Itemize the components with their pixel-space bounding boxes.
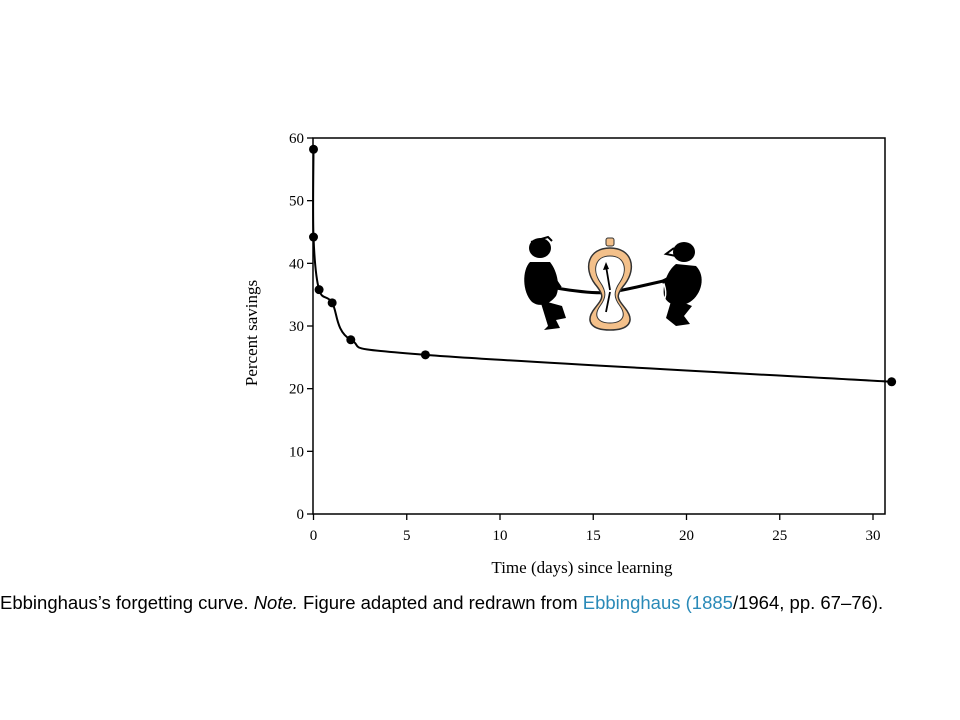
caption-text: /1964, pp. 67–76). bbox=[732, 592, 884, 613]
y-tick-labels: 0 10 20 30 40 50 60 bbox=[289, 131, 304, 523]
caption-note: Note. bbox=[253, 592, 298, 613]
tug-of-war-clock-icon bbox=[524, 235, 702, 331]
x-tick-label: 30 bbox=[866, 528, 881, 544]
citation-link[interactable]: Ebbinghaus (1885 bbox=[582, 592, 733, 613]
x-tick-label: 20 bbox=[679, 528, 694, 544]
caption-text: Figure adapted and redrawn from bbox=[297, 592, 583, 613]
axis-ticks bbox=[307, 137, 874, 520]
x-tick-label: 5 bbox=[403, 528, 411, 544]
x-axis-title: Time (days) since learning bbox=[491, 558, 673, 577]
data-point bbox=[314, 285, 324, 295]
data-point bbox=[309, 144, 318, 154]
x-tick-label: 15 bbox=[586, 528, 601, 544]
y-tick-label: 0 bbox=[297, 507, 305, 523]
y-tick-label: 50 bbox=[289, 194, 304, 210]
x-tick-label: 0 bbox=[310, 528, 318, 544]
y-tick-label: 10 bbox=[289, 444, 304, 460]
data-point bbox=[420, 350, 430, 360]
caption-text: Ebbinghaus’s forgetting curve. bbox=[0, 592, 254, 613]
x-tick-labels: 0 5 10 15 20 25 30 bbox=[310, 528, 881, 544]
figure-caption: Ebbinghaus’s forgetting curve. Note. Fig… bbox=[0, 592, 960, 614]
y-tick-label: 40 bbox=[289, 256, 304, 272]
forgetting-curve-chart: 0 10 20 30 40 50 60 0 5 10 15 20 25 30 T… bbox=[242, 131, 897, 577]
data-point bbox=[887, 377, 897, 387]
y-tick-label: 60 bbox=[289, 131, 304, 147]
y-tick-label: 20 bbox=[289, 382, 304, 398]
data-point bbox=[327, 298, 337, 308]
x-tick-label: 25 bbox=[772, 528, 787, 544]
data-points bbox=[309, 144, 897, 387]
y-tick-label: 30 bbox=[289, 319, 304, 335]
data-point bbox=[346, 335, 356, 345]
x-tick-label: 10 bbox=[493, 528, 508, 544]
y-axis-title: Percent savings bbox=[242, 280, 261, 386]
data-point bbox=[309, 232, 318, 242]
